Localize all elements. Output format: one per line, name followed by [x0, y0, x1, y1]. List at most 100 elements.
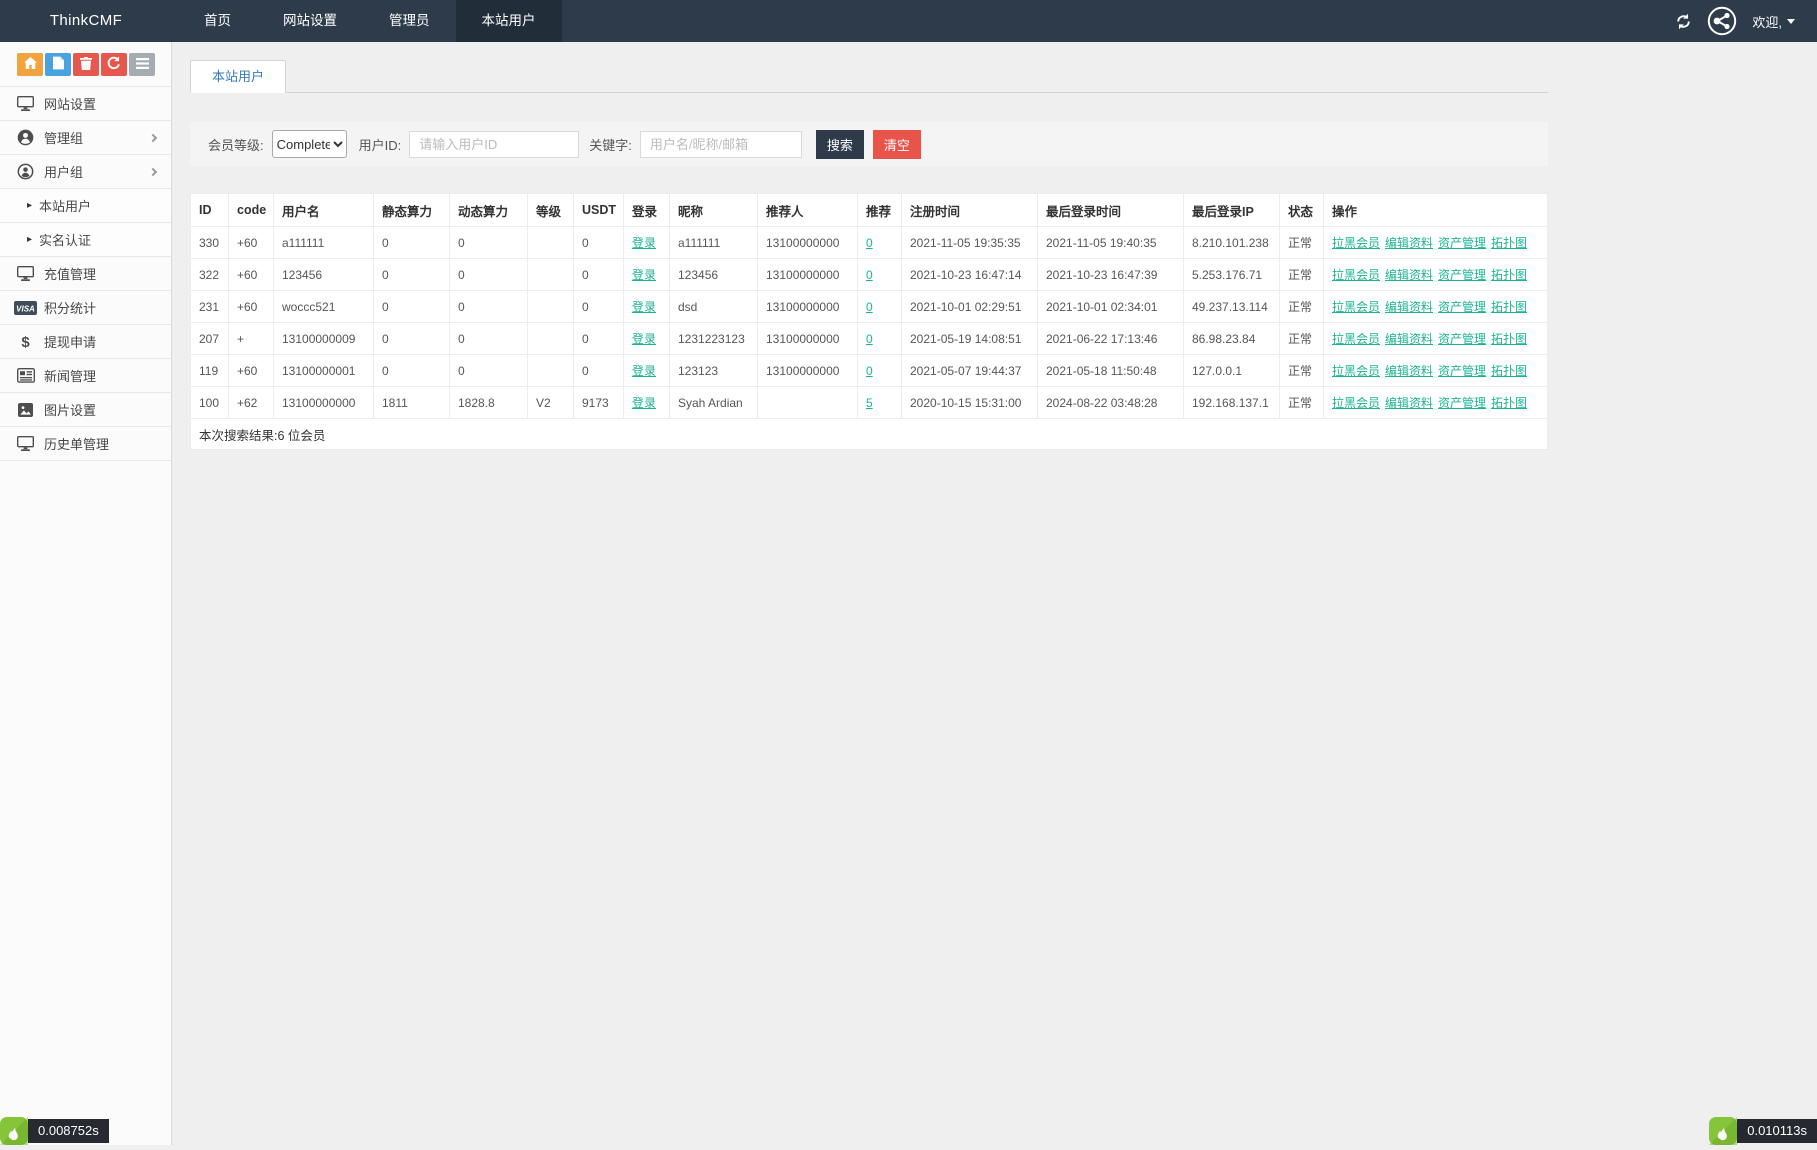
table-header-row: ID code 用户名 静态算力 动态算力 等级 USDT 登录 昵称 推荐人 推荐 注册时间 最后登录… [190, 193, 1548, 227]
nav-item-admins[interactable]: 管理员 [389, 13, 430, 28]
list-quick-button[interactable] [129, 53, 155, 76]
thinkcmf-flame-icon [0, 1117, 28, 1145]
cell-last-login-ip: 86.98.23.84 [1183, 322, 1280, 355]
login-as-user-link[interactable]: 登录 [632, 268, 657, 282]
column-header: 等级 [527, 193, 574, 227]
login-as-user-link[interactable]: 登录 [632, 396, 657, 410]
search-button[interactable]: 搜索 [815, 129, 864, 159]
cell-nickname: 123456 [669, 258, 758, 291]
trash-quick-button[interactable] [73, 53, 99, 76]
nav-item-site-settings[interactable]: 网站设置 [283, 13, 337, 28]
sidebar-item-history-orders[interactable]: 历史单管理 [0, 427, 171, 461]
login-as-user-link[interactable]: 登录 [632, 300, 657, 314]
recycle-quick-button[interactable] [101, 53, 127, 76]
topology-link[interactable]: 拓扑图 [1491, 268, 1528, 282]
topology-link[interactable]: 拓扑图 [1491, 236, 1528, 250]
cell-code: + [228, 322, 274, 355]
column-header: 昵称 [669, 193, 758, 227]
user-id-input[interactable] [409, 130, 580, 158]
topology-link[interactable]: 拓扑图 [1491, 300, 1528, 314]
asset-management-link[interactable]: 资产管理 [1438, 236, 1487, 250]
cell-referrer: 13100000000 [757, 226, 858, 259]
page-layout: 网站设置 管理组 用户组 ▸ 本站用户 ▸ 实名认证 充值管理 VISA 积分统计 $ 提现申请 新闻管… [0, 42, 1817, 1145]
refresh-icon[interactable] [1675, 13, 1692, 30]
referral-count-link[interactable]: 0 [866, 299, 873, 314]
render-time-right: 0.010113s [1709, 1117, 1817, 1145]
home-quick-button[interactable] [17, 53, 43, 76]
cell-level [527, 322, 574, 355]
sidebar-item-recharge-manage[interactable]: 充值管理 [0, 257, 171, 291]
blacklist-member-link[interactable]: 拉黑会员 [1332, 332, 1381, 346]
edit-profile-link[interactable]: 编辑资料 [1385, 364, 1434, 378]
referral-count-link[interactable]: 0 [866, 363, 873, 378]
tab-site-users[interactable]: 本站用户 [190, 60, 287, 93]
cell-status: 正常 [1279, 290, 1324, 323]
blacklist-member-link[interactable]: 拉黑会员 [1332, 268, 1381, 282]
cell-nickname: 123123 [669, 354, 758, 387]
edit-profile-link[interactable]: 编辑资料 [1385, 332, 1434, 346]
asset-management-link[interactable]: 资产管理 [1438, 332, 1487, 346]
file-icon [52, 56, 64, 73]
login-as-user-link[interactable]: 登录 [632, 364, 657, 378]
cell-referrer: 13100000000 [757, 290, 858, 323]
login-as-user-link[interactable]: 登录 [632, 332, 657, 346]
referral-count-link[interactable]: 0 [866, 267, 873, 282]
cell-referrer [757, 386, 858, 419]
clear-button[interactable]: 清空 [872, 129, 921, 159]
asset-management-link[interactable]: 资产管理 [1438, 396, 1487, 410]
sidebar-subitem-realname-auth[interactable]: ▸ 实名认证 [0, 223, 171, 257]
topology-link[interactable]: 拓扑图 [1491, 332, 1528, 346]
keyword-input[interactable] [639, 130, 802, 158]
sidebar-item-news-manage[interactable]: 新闻管理 [0, 359, 171, 393]
monitor-icon [14, 436, 37, 451]
topology-link[interactable]: 拓扑图 [1491, 396, 1528, 410]
sidebar-item-withdraw-apply[interactable]: $ 提现申请 [0, 325, 171, 359]
member-level-select[interactable]: Complete [271, 130, 347, 158]
sidebar-item-user-group[interactable]: 用户组 [0, 155, 171, 189]
nav-item-home[interactable]: 首页 [204, 13, 231, 28]
welcome-dropdown[interactable]: 欢迎, [1752, 12, 1795, 31]
cell-dynamic-power: 0 [449, 258, 528, 291]
column-header: 动态算力 [449, 193, 528, 227]
cell-code: +60 [228, 354, 274, 387]
asset-management-link[interactable]: 资产管理 [1438, 300, 1487, 314]
sidebar-item-image-settings[interactable]: 图片设置 [0, 393, 171, 427]
referral-count-link[interactable]: 5 [866, 395, 873, 410]
brand-logo[interactable]: ThinkCMF [49, 12, 123, 29]
avatar[interactable] [1707, 6, 1737, 36]
blacklist-member-link[interactable]: 拉黑会员 [1332, 236, 1381, 250]
trash-icon [80, 56, 92, 73]
edit-profile-link[interactable]: 编辑资料 [1385, 300, 1434, 314]
sidebar-item-admin-group[interactable]: 管理组 [0, 121, 171, 155]
cell-level [527, 290, 574, 323]
cell-referrer: 13100000000 [757, 322, 858, 355]
cell-last-login-time: 2021-05-18 11:50:48 [1037, 354, 1184, 387]
news-icon [14, 368, 37, 383]
blacklist-member-link[interactable]: 拉黑会员 [1332, 396, 1381, 410]
blacklist-member-link[interactable]: 拉黑会员 [1332, 364, 1381, 378]
column-header: 操作 [1323, 193, 1548, 227]
cell-nickname: Syah Ardian [669, 386, 758, 419]
sidebar-item-points-stats[interactable]: VISA 积分统计 [0, 291, 171, 325]
cell-last-login-ip: 127.0.0.1 [1183, 354, 1280, 387]
sidebar-item-site-settings[interactable]: 网站设置 [0, 87, 171, 121]
svg-text:$: $ [21, 334, 30, 350]
file-quick-button[interactable] [45, 53, 71, 76]
asset-management-link[interactable]: 资产管理 [1438, 364, 1487, 378]
cell-static-power: 1811 [373, 386, 450, 419]
users-table: ID code 用户名 静态算力 动态算力 等级 USDT 登录 昵称 推荐人 推荐 注册时间 最后登录… [190, 193, 1548, 450]
nav-item-site-users[interactable]: 本站用户 [455, 0, 562, 42]
cell-register-time: 2021-05-19 14:08:51 [901, 322, 1038, 355]
blacklist-member-link[interactable]: 拉黑会员 [1332, 300, 1381, 314]
edit-profile-link[interactable]: 编辑资料 [1385, 268, 1434, 282]
edit-profile-link[interactable]: 编辑资料 [1385, 236, 1434, 250]
asset-management-link[interactable]: 资产管理 [1438, 268, 1487, 282]
topology-link[interactable]: 拓扑图 [1491, 364, 1528, 378]
login-as-user-link[interactable]: 登录 [632, 236, 657, 250]
referral-count-link[interactable]: 0 [866, 235, 873, 250]
cell-static-power: 0 [373, 226, 450, 259]
edit-profile-link[interactable]: 编辑资料 [1385, 396, 1434, 410]
sidebar-subitem-site-users[interactable]: ▸ 本站用户 [0, 189, 171, 223]
table-row: 330 +60 a111111 0 0 0 登录 a111111 13100000000 0 202… [190, 226, 1548, 259]
referral-count-link[interactable]: 0 [866, 331, 873, 346]
